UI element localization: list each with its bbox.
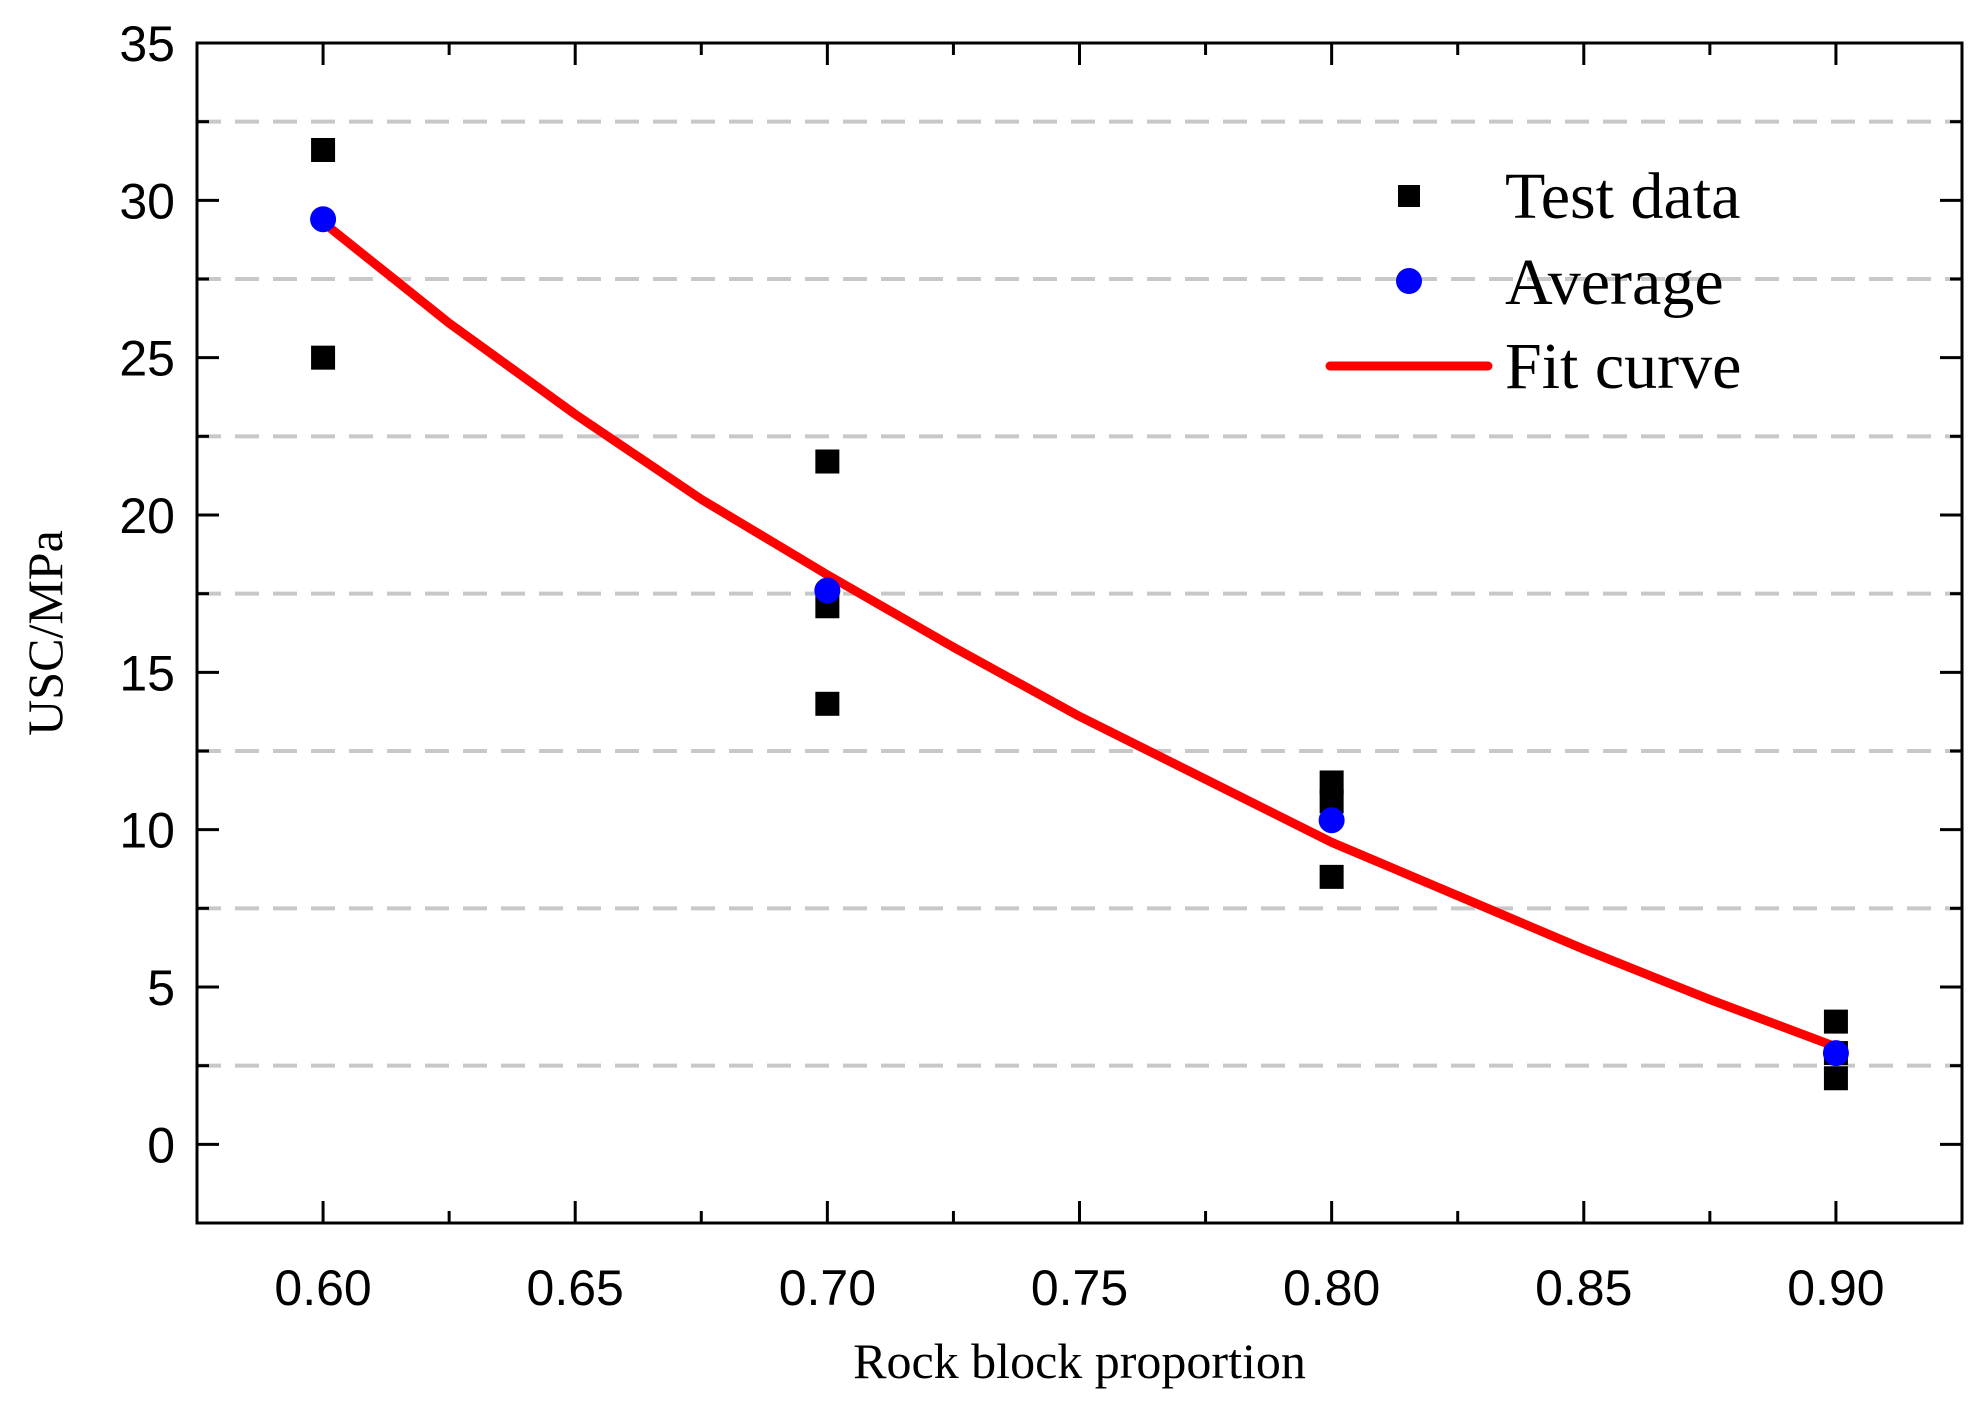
test-data-point (311, 137, 336, 162)
average-point (814, 577, 841, 604)
y-tick-label: 0 (147, 1117, 175, 1173)
axes: 0.60 0.65 0.70 0.75 0.80 0.85 0.90 0 5 10 15 20 25 30… (119, 16, 1962, 1316)
y-tick-label: 15 (119, 645, 175, 701)
x-tick-label: 0.70 (779, 1260, 876, 1316)
legend: Test data Average Fit curve (1325, 160, 1741, 403)
y-tick-label: 10 (119, 803, 175, 859)
legend-test-data-marker (1398, 185, 1420, 207)
y-tick-label: 5 (147, 960, 175, 1016)
average-point (1318, 807, 1345, 834)
x-tick-label: 0.85 (1535, 1260, 1632, 1316)
legend-fit-curve-label: Fit curve (1505, 330, 1741, 403)
x-tick-label: 0.60 (274, 1260, 371, 1316)
test-data-point (1319, 864, 1344, 889)
legend-average-label: Average (1505, 246, 1724, 319)
test-data-point (815, 449, 840, 474)
legend-average-marker (1396, 268, 1422, 294)
average-point (310, 206, 337, 233)
average-point (1822, 1040, 1849, 1067)
x-tick-label: 0.90 (1787, 1260, 1884, 1316)
y-tick-label: 30 (119, 173, 175, 229)
x-axis-title: Rock block proportion (853, 1333, 1306, 1389)
test-data-point (1823, 1009, 1848, 1034)
x-tick-label: 0.80 (1283, 1260, 1380, 1316)
y-tick-label: 20 (119, 488, 175, 544)
x-tick-label: 0.65 (527, 1260, 624, 1316)
y-tick-label: 25 (119, 331, 175, 387)
test-data-point (311, 345, 336, 370)
legend-test-data-label: Test data (1505, 160, 1740, 233)
fit-curve-line (318, 217, 1841, 1052)
y-axis-title: USC/MPa (17, 530, 73, 736)
grid-lines (197, 119, 1962, 1068)
x-tick-label: 0.75 (1031, 1260, 1128, 1316)
plot-series (310, 137, 1849, 1091)
test-data-point (815, 691, 840, 716)
y-tick-label: 35 (119, 16, 175, 72)
test-data-point (1823, 1066, 1848, 1091)
